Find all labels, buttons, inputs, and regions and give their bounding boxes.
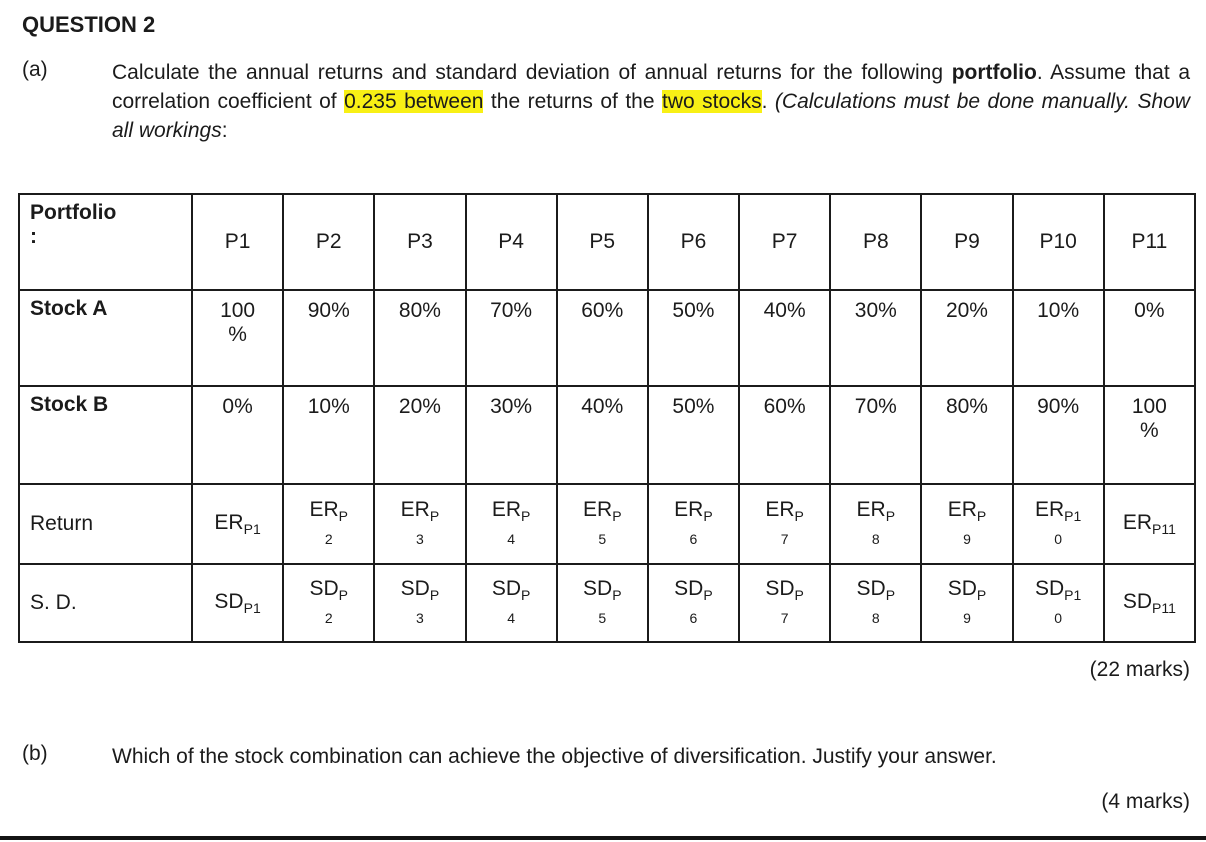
sd-cell: SDP1 bbox=[190, 563, 285, 643]
header-cell-p11: P11 bbox=[1102, 193, 1197, 291]
stock-a-cell: 30% bbox=[829, 289, 923, 387]
return-cell: ERP1 bbox=[190, 483, 285, 565]
stock-b-cell: 60% bbox=[738, 385, 832, 485]
page-title: QUESTION 2 bbox=[22, 12, 156, 37]
text-run: Calculate the annual returns and standar… bbox=[112, 61, 952, 84]
header-cell-portfolio: Portfolio : bbox=[18, 193, 193, 291]
text-run-highlighted: two stocks bbox=[661, 90, 762, 113]
sd-row: S. D. SDP1 SDP 2 SDP 3 SDP 4 SDP 5 SDP 6 SDP 7… bbox=[18, 563, 1197, 643]
text-run: the returns of the bbox=[483, 90, 662, 113]
question-a-text: Calculate the annual returns and standar… bbox=[112, 58, 1190, 145]
document-page: QUESTION 2 (a) Calculate the annual retu… bbox=[18, 12, 1197, 813]
sd-cell: SDP 9 bbox=[920, 563, 1014, 643]
sd-cell: SDP 5 bbox=[555, 563, 649, 643]
header-cell-p3: P3 bbox=[373, 193, 467, 291]
marks-b: (4 marks) bbox=[1101, 790, 1190, 813]
header-cell-p2: P2 bbox=[282, 193, 376, 291]
sd-cell: SDP 3 bbox=[373, 563, 467, 643]
stock-a-cell: 10% bbox=[1011, 289, 1105, 387]
bottom-rule bbox=[0, 836, 1206, 840]
header-cell-p7: P7 bbox=[738, 193, 832, 291]
stock-b-cell: 10% bbox=[282, 385, 376, 485]
sd-cell: SDP 7 bbox=[738, 563, 832, 643]
return-cell: ERP 7 bbox=[738, 483, 832, 565]
row-label-return: Return bbox=[18, 483, 193, 565]
stock-a-cell: 20% bbox=[920, 289, 1014, 387]
stock-a-cell: 40% bbox=[738, 289, 832, 387]
row-label-sd: S. D. bbox=[18, 563, 193, 643]
text-run: . bbox=[761, 90, 775, 113]
stock-a-cell: 0% bbox=[1102, 289, 1197, 387]
stock-a-row: Stock A 100 % 90% 80% 70% 60% 50% 40% 30… bbox=[18, 289, 1197, 387]
question-b-label: (b) bbox=[22, 742, 48, 765]
sd-cell: SDP11 bbox=[1102, 563, 1197, 643]
header-cell-p1: P1 bbox=[190, 193, 285, 291]
text-run-highlighted: 0.235 between bbox=[344, 90, 484, 113]
sd-cell: SDP 2 bbox=[282, 563, 376, 643]
portfolio-table: Portfolio : P1 P2 P3 P4 P5 P6 P7 P8 P9 P… bbox=[18, 193, 1197, 643]
text-run: . Assume that a correlation coefficient … bbox=[112, 61, 1190, 113]
return-cell: ERP 2 bbox=[282, 483, 376, 565]
stock-a-cell: 60% bbox=[555, 289, 649, 387]
header-cell-p8: P8 bbox=[829, 193, 923, 291]
question-b: (b) Which of the stock combination can a… bbox=[22, 742, 1190, 771]
header-cell-p6: P6 bbox=[646, 193, 741, 291]
header-cell-p10: P10 bbox=[1011, 193, 1105, 291]
stock-a-cell: 70% bbox=[464, 289, 558, 387]
row-label-stock-a: Stock A bbox=[18, 289, 193, 387]
return-cell: ERP 3 bbox=[373, 483, 467, 565]
return-cell: ERP1 0 bbox=[1011, 483, 1105, 565]
return-row: Return ERP1 ERP 2 ERP 3 ERP 4 ERP 5 ERP 6 ERP… bbox=[18, 483, 1197, 565]
header-cell-p9: P9 bbox=[920, 193, 1014, 291]
stock-b-cell: 20% bbox=[373, 385, 467, 485]
header-cell-p5: P5 bbox=[555, 193, 649, 291]
stock-b-cell: 30% bbox=[464, 385, 558, 485]
sd-cell: SDP 6 bbox=[646, 563, 741, 643]
stock-a-cell: 80% bbox=[373, 289, 467, 387]
return-cell: ERP 8 bbox=[829, 483, 923, 565]
return-cell: ERP11 bbox=[1102, 483, 1197, 565]
stock-b-cell: 80% bbox=[920, 385, 1014, 485]
sd-cell: SDP 4 bbox=[464, 563, 558, 643]
marks-a: (22 marks) bbox=[1089, 658, 1190, 681]
header-cell-p4: P4 bbox=[464, 193, 558, 291]
return-cell: ERP 4 bbox=[464, 483, 558, 565]
stock-a-cell: 90% bbox=[282, 289, 376, 387]
table-header-row: Portfolio : P1 P2 P3 P4 P5 P6 P7 P8 P9 P… bbox=[18, 193, 1197, 291]
text-run-bold: portfolio bbox=[951, 61, 1037, 84]
text-run: : bbox=[221, 119, 228, 142]
stock-b-cell: 40% bbox=[555, 385, 649, 485]
return-cell: ERP 5 bbox=[555, 483, 649, 565]
stock-a-cell: 100 % bbox=[190, 289, 285, 387]
question-a: (a) Calculate the annual returns and sta… bbox=[22, 58, 1190, 145]
stock-b-cell: 70% bbox=[829, 385, 923, 485]
stock-b-row: Stock B 0% 10% 20% 30% 40% 50% 60% 70% 8… bbox=[18, 385, 1197, 485]
return-cell: ERP 9 bbox=[920, 483, 1014, 565]
stock-b-cell: 100 % bbox=[1102, 385, 1197, 485]
question-a-label: (a) bbox=[22, 58, 48, 81]
stock-b-cell: 90% bbox=[1011, 385, 1105, 485]
stock-a-cell: 50% bbox=[646, 289, 741, 387]
stock-b-cell: 0% bbox=[190, 385, 285, 485]
return-cell: ERP 6 bbox=[646, 483, 741, 565]
sd-cell: SDP 8 bbox=[829, 563, 923, 643]
text-run-italic: (Calculations must be done manually. Sho… bbox=[112, 90, 1190, 142]
row-label-stock-b: Stock B bbox=[18, 385, 193, 485]
question-b-text: Which of the stock combination can achie… bbox=[112, 745, 997, 768]
sd-cell: SDP1 0 bbox=[1011, 563, 1105, 643]
stock-b-cell: 50% bbox=[646, 385, 741, 485]
